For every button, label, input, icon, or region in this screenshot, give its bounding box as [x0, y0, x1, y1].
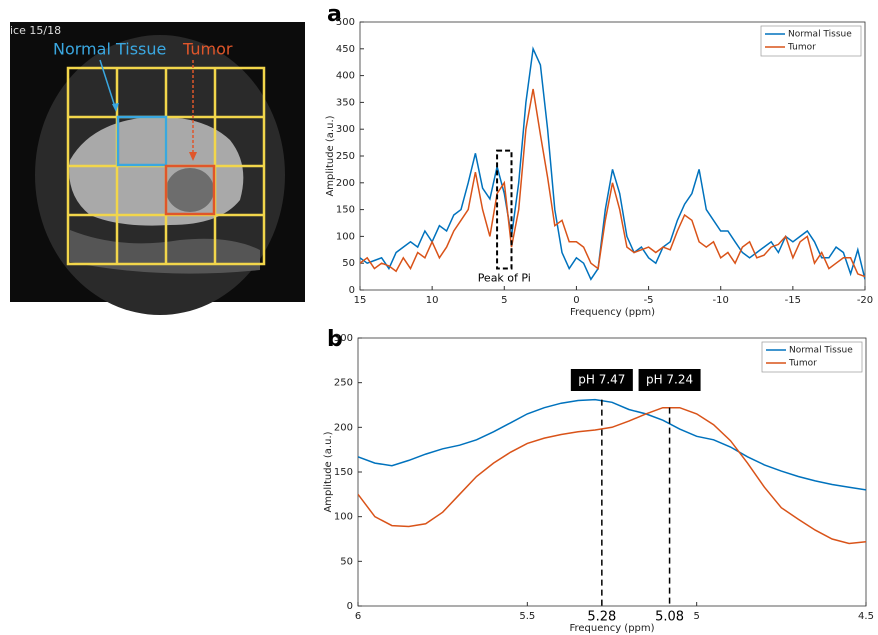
legend-label: Tumor — [788, 359, 817, 369]
annotation-tick-label: 5.08 — [655, 610, 684, 625]
x-tick-label: -20 — [857, 295, 873, 306]
y-tick-label: 250 — [334, 378, 353, 389]
x-tick-label: 15 — [354, 295, 367, 306]
x-axis-label: Frequency (ppm) — [570, 307, 655, 318]
annotation-text: pH 7.47 — [578, 373, 625, 387]
x-tick-label: 5 — [501, 295, 507, 306]
page: ice 15/18 Normal Tissue Tumor a050100150… — [0, 0, 878, 635]
y-tick-label: 200 — [336, 178, 355, 189]
x-tick-label: -15 — [785, 295, 801, 306]
annotation-box — [497, 151, 511, 269]
x-axis-label: Frequency (ppm) — [569, 623, 654, 634]
y-tick-label: 400 — [336, 71, 355, 82]
y-tick-label: 200 — [334, 422, 353, 433]
y-tick-label: 50 — [342, 258, 355, 269]
x-tick-label: 5.5 — [519, 611, 535, 622]
y-tick-label: 100 — [336, 231, 355, 242]
x-tick-label: 6 — [355, 611, 361, 622]
y-tick-label: 350 — [336, 97, 355, 108]
slice-label: ice 15/18 — [10, 24, 61, 37]
series-line — [360, 89, 865, 277]
x-tick-label: -5 — [644, 295, 654, 306]
y-axis-label: Amplitude (a.u.) — [325, 115, 336, 196]
y-tick-label: 0 — [347, 601, 353, 612]
legend-label: Normal Tissue — [788, 30, 852, 40]
x-tick-label: 4.5 — [858, 611, 874, 622]
x-tick-label: 0 — [573, 295, 579, 306]
annotation-tick-label: 5.28 — [587, 610, 616, 625]
x-tick-label: -10 — [713, 295, 729, 306]
y-tick-label: 50 — [340, 556, 353, 567]
series-line — [358, 400, 866, 490]
x-tick-label: 5 — [693, 611, 699, 622]
tumor-label: Tumor — [182, 40, 233, 59]
figure: ice 15/18 Normal Tissue Tumor a050100150… — [0, 0, 878, 635]
series-line — [358, 408, 866, 544]
y-tick-label: 100 — [334, 512, 353, 523]
y-tick-label: 150 — [334, 467, 353, 478]
normal-label: Normal Tissue — [53, 40, 166, 59]
y-tick-label: 300 — [334, 333, 353, 344]
annotation-text: Peak of Pi — [478, 272, 531, 285]
x-tick-label: 10 — [426, 295, 439, 306]
y-tick-label: 450 — [336, 44, 355, 55]
y-tick-label: 150 — [336, 205, 355, 216]
y-tick-label: 250 — [336, 151, 355, 162]
series-line — [360, 49, 865, 279]
mri-image: ice 15/18 Normal Tissue Tumor — [10, 22, 305, 315]
y-tick-label: 300 — [336, 124, 355, 135]
y-tick-label: 500 — [336, 17, 355, 28]
legend-label: Tumor — [787, 43, 816, 53]
y-axis-label: Amplitude (a.u.) — [323, 431, 334, 512]
tumor-shape — [166, 168, 214, 212]
legend-label: Normal Tissue — [789, 346, 853, 356]
annotation-text: pH 7.24 — [646, 373, 693, 387]
